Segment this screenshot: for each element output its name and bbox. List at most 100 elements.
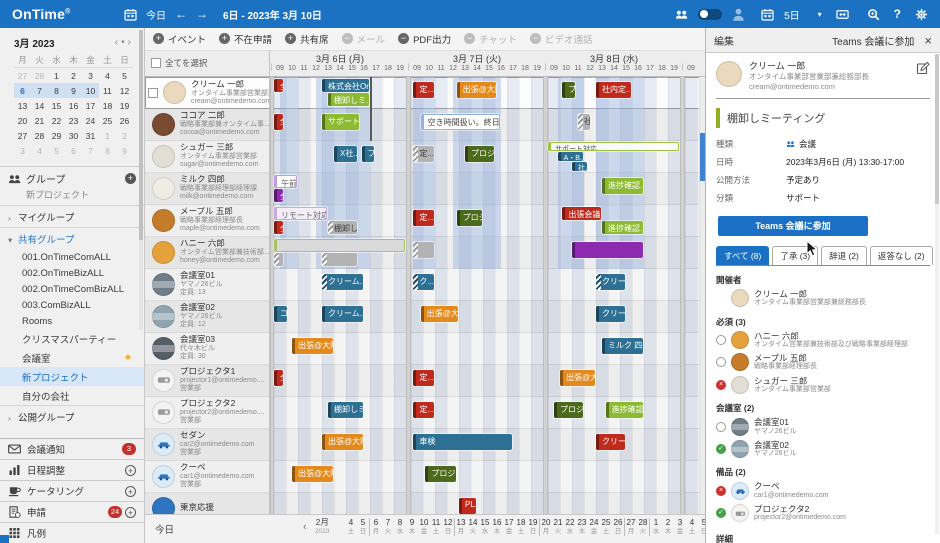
group-item[interactable]: 002.OnTimeBizALL bbox=[22, 267, 105, 279]
minical-day[interactable]: 6 bbox=[71, 145, 76, 156]
sidebar-section-doc[interactable]: 申請 24 + bbox=[0, 501, 144, 522]
person-row[interactable]: 東京応援 bbox=[145, 492, 269, 515]
add-button[interactable]: + bbox=[125, 485, 136, 497]
group-item[interactable]: Rooms bbox=[22, 315, 53, 327]
strip-date[interactable]: 15 水 bbox=[480, 518, 490, 535]
tab-すべて (8)[interactable]: すべて (8) bbox=[716, 246, 770, 265]
close-icon[interactable]: × bbox=[924, 32, 932, 48]
schedule-event[interactable]: X社... bbox=[334, 145, 357, 162]
participant-row[interactable]: 会議室01 ヤマノ26ビル bbox=[716, 417, 930, 436]
minical-day[interactable]: 27 bbox=[17, 130, 28, 141]
minical-day[interactable]: 5 bbox=[54, 145, 59, 156]
schedule-event[interactable]: 全... bbox=[274, 78, 283, 92]
person-row[interactable]: 会議室03 代々木ビル 定員: 30 bbox=[145, 332, 269, 365]
minical-day[interactable]: 9 bbox=[65, 83, 82, 98]
schedule-event[interactable]: 棚卸しミ... bbox=[328, 401, 363, 418]
person-row[interactable]: セダン car2@ontimedemo.com 営業部 bbox=[145, 428, 269, 461]
strip-date[interactable]: 12 日 bbox=[442, 518, 455, 536]
sidebar-section-grid[interactable]: 凡例 bbox=[0, 522, 144, 543]
minical-day[interactable]: 8 bbox=[105, 145, 110, 156]
schedule-event[interactable]: ミルク 四郎 bbox=[602, 337, 643, 354]
minical-day[interactable]: 31 bbox=[85, 130, 96, 141]
minical-day[interactable]: 8 bbox=[48, 83, 65, 98]
minical-day[interactable]: 2 bbox=[122, 130, 127, 141]
strip-date[interactable]: 24 金 bbox=[589, 518, 599, 535]
panel-scrollbar[interactable] bbox=[935, 54, 939, 534]
person-row[interactable]: メープル 五郎 戦略事業部経理部長 maple@ontimedemo.com bbox=[145, 204, 269, 237]
group-item[interactable]: 会議室 ★ bbox=[0, 348, 144, 367]
participant-row[interactable]: ハニー 六郎 オンタイム営業部兼技術部及び戦略事業部経理部 bbox=[716, 331, 930, 350]
schedule-event[interactable]: 出張@大阪 bbox=[292, 465, 333, 482]
sidebar-scroll-thumb[interactable] bbox=[139, 30, 143, 240]
schedule-event[interactable]: クリー... bbox=[596, 433, 625, 450]
schedule-event[interactable]: 全... bbox=[274, 113, 283, 130]
schedule-event[interactable]: プロジ... bbox=[465, 145, 494, 162]
schedule-event[interactable]: コ... bbox=[274, 305, 288, 322]
person-row[interactable]: 会議室02 ヤマノ26ビル 定員: 12 bbox=[145, 300, 269, 333]
grid-scrollbar[interactable] bbox=[699, 76, 705, 515]
minical-day[interactable]: 12 bbox=[119, 85, 130, 96]
schedule-event[interactable]: 定... bbox=[413, 401, 434, 418]
minical-day[interactable]: 30 bbox=[68, 130, 79, 141]
schedule-event[interactable]: サポート対応 bbox=[548, 141, 679, 151]
search-icon[interactable] bbox=[867, 8, 880, 21]
minical-day[interactable]: 28 bbox=[34, 70, 45, 81]
minical-day[interactable]: 3 bbox=[88, 70, 93, 81]
schedule-event[interactable]: 棚卸しミ... bbox=[328, 92, 369, 106]
schedule-event[interactable] bbox=[322, 252, 357, 266]
strip-date[interactable]: 16 木 bbox=[492, 518, 502, 535]
minical-nav[interactable]: ‹•› bbox=[115, 37, 134, 48]
strip-date[interactable]: 28 火 bbox=[637, 518, 650, 536]
minical-day[interactable]: 29 bbox=[51, 130, 62, 141]
strip-date[interactable]: 22 水 bbox=[565, 518, 575, 535]
row-checkbox[interactable] bbox=[148, 87, 158, 98]
schedule-event[interactable]: 全... bbox=[274, 369, 283, 386]
add-button[interactable]: + bbox=[125, 464, 136, 476]
minical-day[interactable]: 7 bbox=[88, 145, 93, 156]
schedule-event[interactable]: 社内定... bbox=[596, 81, 631, 98]
minical-day[interactable]: 7 bbox=[31, 83, 48, 98]
strip-date[interactable]: 27 月 bbox=[626, 518, 636, 535]
participant-row[interactable]: × シュガー 三郎 オンタイム事業部営業部 bbox=[716, 376, 930, 395]
person-row[interactable]: プロジェクタ2 projector2@ontimedemo.... 営業部 bbox=[145, 396, 269, 429]
minical-day[interactable]: 26 bbox=[119, 115, 130, 126]
schedule-event[interactable]: プロジ... bbox=[425, 465, 456, 482]
schedule-event[interactable]: 出張@大阪 bbox=[322, 433, 363, 450]
tab-了承 (3)[interactable]: 了承 (3) bbox=[772, 246, 819, 265]
strip-date[interactable]: 10 金 bbox=[419, 518, 429, 535]
schedule-event[interactable]: 出張@大阪 bbox=[456, 81, 497, 98]
toolbar-button-イベント[interactable]: + イベント bbox=[153, 32, 206, 46]
schedule-event[interactable]: 社... bbox=[578, 113, 591, 130]
minical-day[interactable]: 28 bbox=[34, 130, 45, 141]
minical-day[interactable]: 17 bbox=[85, 100, 96, 111]
strip-date[interactable]: 13 月 bbox=[456, 518, 466, 535]
schedule-event[interactable]: 出張会議 bbox=[562, 206, 601, 220]
participant-row[interactable]: クリーム 一郎 オンタイム事業部営業部兼総務部長 bbox=[716, 289, 930, 308]
chevron-down-icon[interactable]: ▾ bbox=[817, 9, 822, 19]
person-row[interactable]: シュガー 三郎 オンタイム事業部営業部 sugar@ontimedemo.com bbox=[145, 140, 269, 173]
group-item[interactable]: 自分の会社 bbox=[22, 391, 70, 403]
tab-辞退 (2)[interactable]: 辞退 (2) bbox=[821, 246, 867, 265]
strip-date[interactable]: 11 土 bbox=[431, 518, 441, 535]
minical-day[interactable]: 27 bbox=[17, 70, 28, 81]
schedule-event[interactable]: プ bbox=[361, 145, 374, 162]
toolbar-button-PDF出力[interactable]: − PDF出力 bbox=[398, 32, 451, 46]
strip-date[interactable]: 20 月 bbox=[541, 518, 551, 535]
view-toggle[interactable] bbox=[698, 8, 723, 20]
group-section-マイグループ[interactable]: › マイグループ bbox=[0, 205, 144, 227]
select-all-checkbox[interactable] bbox=[151, 58, 161, 69]
participant-row[interactable]: ✓ プロジェクタ2 projector2@ontimedemo.com bbox=[716, 504, 930, 523]
participant-row[interactable]: × クーペ car1@ontimedemo.com bbox=[716, 481, 930, 500]
toolbar-button-共有席[interactable]: + 共有席 bbox=[285, 32, 329, 46]
sidebar-section-chart[interactable]: 日程調整 + bbox=[0, 459, 144, 480]
teams-join-link[interactable]: Teams 会議に参加 bbox=[832, 36, 915, 48]
minical-day[interactable]: 25 bbox=[102, 115, 113, 126]
minical-day[interactable]: 13 bbox=[17, 100, 28, 111]
participant-row[interactable]: ✓ 会議室02 ヤマノ26ビル bbox=[716, 440, 930, 459]
participant-row[interactable]: メープル 五郎 戦略事業部経理部長 bbox=[716, 353, 930, 372]
schedule-event[interactable]: 棚卸しミ... bbox=[328, 220, 357, 234]
